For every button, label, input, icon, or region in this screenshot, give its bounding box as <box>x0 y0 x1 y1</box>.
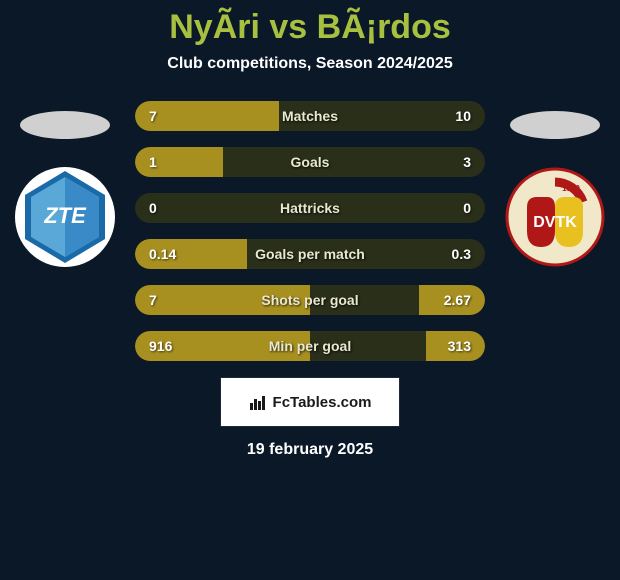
branding-text: FcTables.com <box>273 394 372 411</box>
stat-label: Matches <box>135 101 485 131</box>
player-left-placeholder <box>20 111 110 139</box>
stat-row: 72.67Shots per goal <box>135 285 485 315</box>
stat-row: 13Goals <box>135 147 485 177</box>
team-right-column: 1910 DVTK <box>500 111 610 267</box>
stat-row: 710Matches <box>135 101 485 131</box>
team-left-column: ZTE <box>10 111 120 267</box>
comparison-area: ZTE 1910 DVTK 710Matches 13Goals 00Hattric… <box>0 101 620 361</box>
stat-label: Min per goal <box>135 331 485 361</box>
stat-row: 0.140.3Goals per match <box>135 239 485 269</box>
stat-label: Shots per goal <box>135 285 485 315</box>
stats-column: 710Matches 13Goals 00Hattricks 0.140.3Goals… <box>135 101 485 361</box>
stat-label: Goals per match <box>135 239 485 269</box>
dvtk-badge-icon: 1910 DVTK <box>505 167 605 267</box>
svg-text:ZTE: ZTE <box>43 203 87 228</box>
page-title: NyÃri vs BÃ¡rdos <box>0 0 620 47</box>
page-subtitle: Club competitions, Season 2024/2025 <box>0 55 620 73</box>
team-right-badge: 1910 DVTK <box>505 167 605 267</box>
player-right-placeholder <box>510 111 600 139</box>
svg-text:1910: 1910 <box>562 184 580 193</box>
stat-row: 00Hattricks <box>135 193 485 223</box>
stat-row: 916313Min per goal <box>135 331 485 361</box>
footer-date: 19 february 2025 <box>0 441 620 459</box>
stat-label: Hattricks <box>135 193 485 223</box>
svg-text:DVTK: DVTK <box>533 214 577 231</box>
team-left-badge: ZTE <box>15 167 115 267</box>
zte-badge-icon: ZTE <box>15 167 115 267</box>
branding-box[interactable]: FcTables.com <box>220 377 400 427</box>
stat-label: Goals <box>135 147 485 177</box>
chart-bars-icon <box>249 393 267 411</box>
